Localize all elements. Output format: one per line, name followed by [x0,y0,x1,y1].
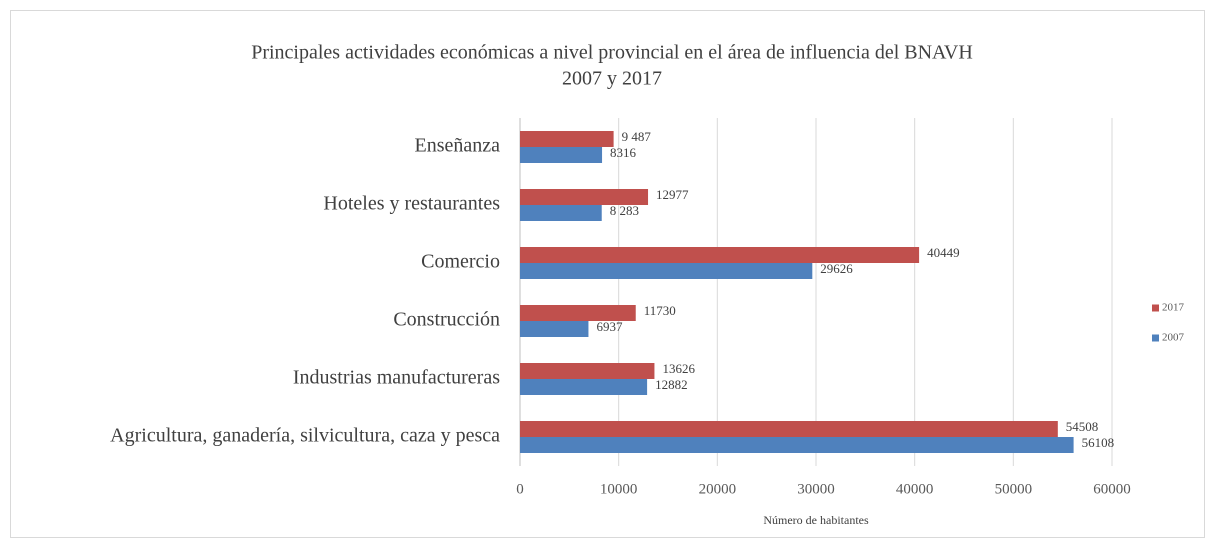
category-label: Comercio [421,251,500,273]
legend-label: 2007 [1162,332,1185,344]
x-tick-label: 50000 [995,481,1033,497]
category-label: Agricultura, ganadería, silvicultura, ca… [110,425,500,447]
x-tick-label: 0 [516,481,524,497]
legend-swatch [1152,304,1159,312]
bar [520,321,589,337]
bar [520,131,614,147]
value-label: 6937 [596,319,623,334]
value-label: 8316 [610,145,637,160]
bar [520,421,1058,437]
value-label: 12977 [656,187,689,202]
legend-swatch [1152,334,1159,342]
legend-label: 2017 [1162,302,1185,314]
chart-subtitle: 2007 y 2017 [562,68,662,90]
bar [520,247,920,263]
value-label: 9 487 [622,129,652,144]
x-tick-label: 30000 [797,481,835,497]
bar [520,363,655,379]
category-label: Hoteles y restaurantes [323,193,500,215]
value-label: 56108 [1082,435,1115,450]
value-label: 40449 [927,245,960,260]
x-tick-label: 40000 [896,481,934,497]
value-label: 11730 [644,303,676,318]
chart-title: Principales actividades económicas a niv… [251,42,973,64]
x-tick-label: 60000 [1093,481,1131,497]
value-label: 13626 [662,361,695,376]
bar [520,205,602,221]
value-label: 54508 [1066,419,1099,434]
x-axis-label: Número de habitantes [763,513,869,527]
bar [520,189,649,205]
bar [520,147,603,163]
category-label: Construcción [393,309,500,331]
category-label: Enseñanza [414,135,500,157]
bar [520,437,1074,453]
x-tick-label: 20000 [699,481,737,497]
category-label: Industrias manufactureras [293,367,500,389]
bar [520,305,636,321]
bar [520,379,648,395]
bar [520,263,813,279]
value-label: 29626 [820,261,853,276]
value-label: 12882 [655,377,688,392]
value-label: 8 283 [610,203,639,218]
x-tick-label: 10000 [600,481,638,497]
